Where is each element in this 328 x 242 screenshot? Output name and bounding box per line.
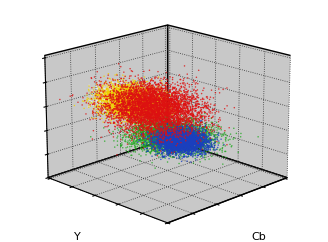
X-axis label: Cb: Cb (251, 232, 266, 242)
Y-axis label: Y: Y (73, 232, 80, 242)
